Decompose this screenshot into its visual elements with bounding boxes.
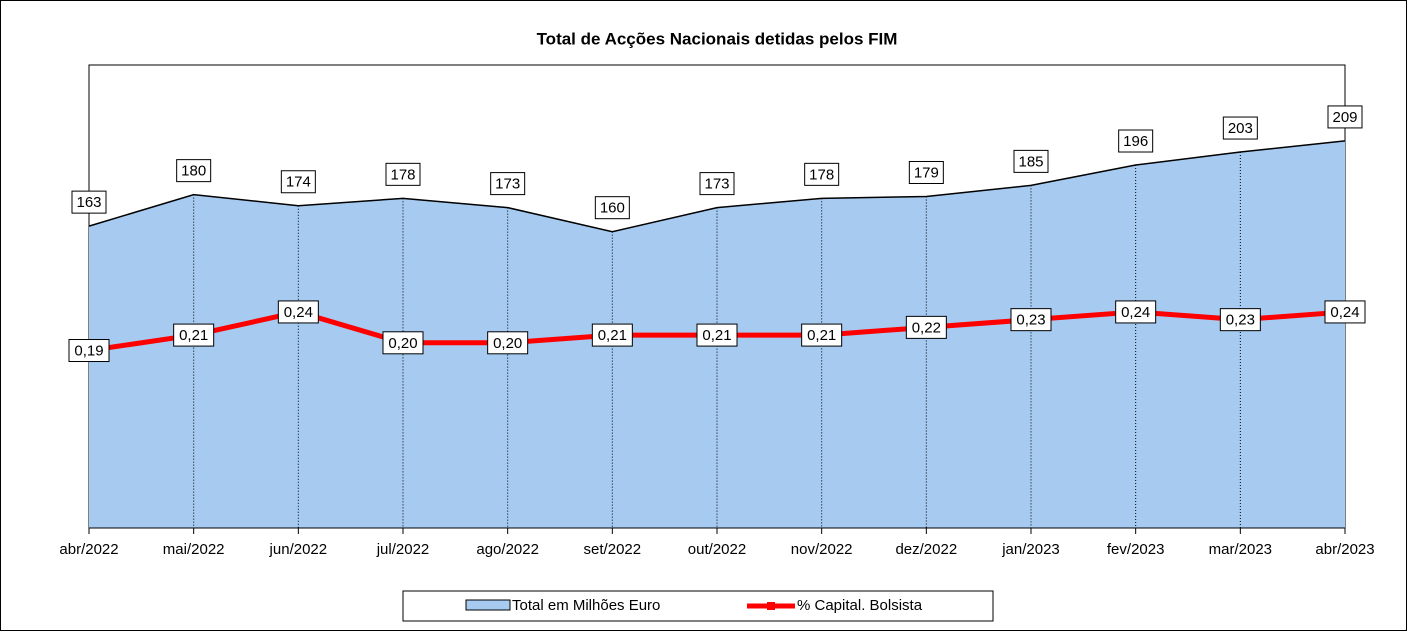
area-value-label-box [908, 160, 944, 184]
x-tick-label: fev/2023 [1107, 541, 1165, 558]
x-tick-label: mar/2023 [1209, 541, 1272, 558]
line-value-label-box [905, 315, 947, 339]
area-value-label-box [699, 172, 735, 196]
line-value-label: 0,21 [179, 327, 208, 344]
line-value-label-box [1324, 300, 1366, 324]
x-tick-label: abr/2022 [59, 541, 118, 558]
x-tick-label: jul/2022 [376, 541, 430, 558]
area-value-label: 209 [1332, 109, 1357, 126]
line-value-label: 0,21 [807, 327, 836, 344]
legend-label: Total em Milhões Euro [512, 597, 660, 614]
area-value-label: 185 [1018, 153, 1043, 170]
line-value-label-box [68, 339, 110, 363]
area-value-label: 160 [600, 200, 625, 217]
x-tick-label: ago/2022 [476, 541, 539, 558]
area-value-label-box [1118, 129, 1154, 153]
chart-title: Total de Acções Nacionais detidas pelos … [537, 29, 898, 48]
line-value-label: 0,19 [74, 342, 103, 359]
x-tick-label: out/2022 [688, 541, 746, 558]
line-value-label: 0,24 [1121, 304, 1150, 321]
area-value-label: 178 [390, 166, 415, 183]
area-value-label: 173 [495, 176, 520, 193]
line-value-label: 0,24 [1330, 304, 1359, 321]
area-value-label-box [176, 159, 212, 183]
area-value-label-box [1013, 149, 1049, 173]
line-value-label-box [487, 331, 529, 355]
x-tick-label: jun/2022 [269, 541, 328, 558]
area-value-label-box [1327, 105, 1363, 129]
x-tick-label: mai/2022 [163, 541, 225, 558]
legend-marker [767, 602, 775, 610]
area-value-label-box [804, 162, 840, 186]
area-value-label-box [1222, 116, 1258, 140]
x-tick-label: jan/2023 [1001, 541, 1060, 558]
line-value-label: 0,21 [598, 327, 627, 344]
line-value-label-box [382, 331, 424, 355]
area-value-label: 178 [809, 166, 834, 183]
line-value-label: 0,23 [1016, 312, 1045, 329]
x-tick-label: abr/2023 [1315, 541, 1374, 558]
area-value-label: 196 [1123, 133, 1148, 150]
area-value-label-box [280, 170, 316, 194]
area-value-label: 173 [704, 176, 729, 193]
line-value-label-box [1115, 300, 1157, 324]
legend-swatch [465, 599, 511, 611]
x-tick-label: dez/2022 [895, 541, 957, 558]
area-value-label-box [71, 190, 107, 214]
line-value-label-box [591, 323, 633, 347]
line-value-label: 0,21 [702, 327, 731, 344]
area-value-label: 179 [914, 164, 939, 181]
line-value-label-box [277, 300, 319, 324]
area-value-label-box [594, 196, 630, 220]
line-value-label: 0,20 [493, 335, 522, 352]
line-value-label: 0,23 [1226, 312, 1255, 329]
area-value-label: 203 [1228, 120, 1253, 137]
legend-box [402, 590, 994, 622]
area-value-label: 174 [286, 174, 311, 191]
line-value-label-box [1010, 308, 1052, 332]
line-value-label: 0,22 [912, 319, 941, 336]
legend-label: % Capital. Bolsista [797, 597, 923, 614]
line-value-label: 0,24 [284, 304, 313, 321]
line-value-label: 0,20 [388, 335, 417, 352]
area-value-label: 180 [181, 163, 206, 180]
area-value-label: 163 [76, 194, 101, 211]
line-value-label-box [1219, 308, 1261, 332]
area-value-label-box [385, 162, 421, 186]
area-value-label-box [490, 172, 526, 196]
line-value-label-box [173, 323, 215, 347]
line-value-label-box [696, 323, 738, 347]
x-tick-label: nov/2022 [791, 541, 853, 558]
x-tick-label: set/2022 [584, 541, 642, 558]
line-value-label-box [801, 323, 843, 347]
